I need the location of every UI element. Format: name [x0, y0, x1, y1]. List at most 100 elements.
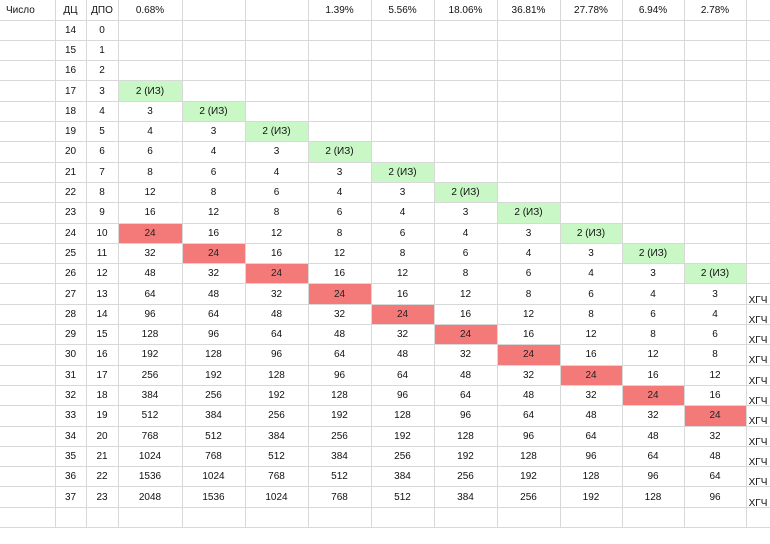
table-cell[interactable]: 256: [394, 450, 411, 462]
table-cell[interactable]: [0, 345, 55, 365]
table-cell[interactable]: [622, 162, 684, 182]
table-cell[interactable]: 8: [210, 187, 217, 199]
table-cell[interactable]: 192: [268, 390, 285, 402]
table-cell[interactable]: 12: [333, 247, 346, 259]
header-cell[interactable]: [182, 0, 245, 20]
dc-cell[interactable]: 21: [64, 166, 77, 178]
table-cell[interactable]: [434, 61, 497, 81]
dpo-cell[interactable]: 11: [96, 247, 108, 259]
table-cell[interactable]: 2 (ИЗ): [371, 162, 434, 183]
row-tag[interactable]: ХГЧ: [748, 416, 768, 428]
table-cell[interactable]: [497, 40, 560, 60]
table-cell[interactable]: 48: [647, 430, 659, 442]
table-cell[interactable]: 8: [712, 349, 718, 361]
table-cell[interactable]: 8: [273, 207, 280, 219]
table-cell[interactable]: 16: [647, 369, 659, 381]
table-cell[interactable]: [371, 40, 434, 60]
table-cell[interactable]: 2 (ИЗ): [434, 182, 497, 203]
dc-cell[interactable]: 18: [64, 105, 77, 117]
dc-cell[interactable]: 30: [64, 349, 77, 361]
row-tag[interactable]: ХГЧ: [748, 335, 768, 347]
table-cell[interactable]: 512: [394, 491, 411, 503]
table-cell[interactable]: [560, 142, 622, 162]
table-cell[interactable]: 256: [331, 430, 348, 442]
table-cell[interactable]: [308, 507, 371, 527]
table-cell[interactable]: 48: [585, 410, 597, 422]
table-cell[interactable]: [0, 203, 55, 223]
row-tag[interactable]: ХГЧ: [748, 477, 768, 489]
table-cell[interactable]: 128: [268, 369, 285, 381]
table-cell[interactable]: [308, 81, 371, 101]
table-cell[interactable]: 12: [144, 187, 156, 199]
table-cell[interactable]: [0, 406, 55, 426]
table-cell[interactable]: 16: [459, 308, 472, 320]
table-cell[interactable]: [0, 243, 55, 263]
dpo-cell[interactable]: 9: [99, 207, 105, 219]
table-cell[interactable]: 4: [210, 146, 217, 158]
table-cell[interactable]: 16: [522, 329, 535, 341]
dpo-cell[interactable]: 17: [96, 369, 108, 381]
header-cell[interactable]: 1.39%: [325, 4, 354, 16]
table-cell[interactable]: 4: [336, 187, 343, 199]
dpo-cell[interactable]: 1: [99, 44, 105, 56]
table-cell[interactable]: [434, 507, 497, 527]
dpo-cell[interactable]: 15: [96, 329, 108, 341]
table-cell[interactable]: 32: [709, 430, 721, 442]
table-cell[interactable]: [684, 507, 746, 527]
dc-cell[interactable]: 14: [64, 24, 77, 36]
table-cell[interactable]: 8: [147, 166, 153, 178]
row-tag[interactable]: [746, 107, 770, 127]
table-cell[interactable]: 6: [147, 146, 153, 158]
table-cell[interactable]: 24: [434, 324, 497, 345]
table-cell[interactable]: [560, 182, 622, 202]
table-cell[interactable]: 768: [205, 450, 222, 462]
dpo-cell[interactable]: 10: [96, 227, 108, 239]
row-tag[interactable]: [746, 513, 770, 533]
row-tag[interactable]: [746, 168, 770, 188]
table-cell[interactable]: 64: [522, 410, 535, 422]
table-cell[interactable]: 384: [141, 390, 159, 402]
table-cell[interactable]: [497, 507, 560, 527]
table-cell[interactable]: 2 (ИЗ): [684, 263, 746, 284]
table-cell[interactable]: [560, 203, 622, 223]
table-cell[interactable]: [245, 507, 308, 527]
table-cell[interactable]: 2 (ИЗ): [622, 243, 684, 264]
table-cell[interactable]: 128: [644, 491, 662, 503]
table-cell[interactable]: 4: [273, 166, 280, 178]
row-tag[interactable]: [746, 249, 770, 269]
dpo-cell[interactable]: 13: [96, 288, 108, 300]
row-tag[interactable]: [746, 270, 770, 290]
dc-cell[interactable]: 27: [64, 288, 77, 300]
dpo-cell[interactable]: 5: [99, 126, 105, 138]
table-cell[interactable]: 256: [520, 491, 537, 503]
table-cell[interactable]: 16: [333, 268, 346, 280]
table-cell[interactable]: 256: [457, 471, 474, 483]
dc-cell[interactable]: [55, 507, 86, 527]
table-cell[interactable]: 1536: [138, 471, 162, 483]
dc-cell[interactable]: 32: [64, 390, 77, 402]
header-cell[interactable]: 27.78%: [574, 4, 608, 16]
dc-cell[interactable]: 34: [64, 430, 77, 442]
table-cell[interactable]: [0, 426, 55, 446]
table-cell[interactable]: 1024: [265, 491, 288, 503]
table-cell[interactable]: 64: [207, 308, 220, 320]
table-cell[interactable]: [622, 81, 684, 101]
table-cell[interactable]: 24: [560, 365, 622, 386]
table-cell[interactable]: 96: [647, 471, 659, 483]
table-cell[interactable]: [497, 162, 560, 182]
table-cell[interactable]: [560, 122, 622, 142]
header-cell[interactable]: 5.56%: [388, 4, 417, 16]
table-cell[interactable]: 12: [459, 288, 472, 300]
table-cell[interactable]: 16: [207, 227, 220, 239]
table-cell[interactable]: 2 (ИЗ): [245, 121, 308, 142]
table-cell[interactable]: 32: [647, 410, 659, 422]
table-cell[interactable]: 768: [268, 471, 285, 483]
row-tag[interactable]: [746, 46, 770, 66]
table-cell[interactable]: [0, 507, 55, 527]
table-cell[interactable]: 8: [588, 308, 594, 320]
table-cell[interactable]: 96: [709, 491, 721, 503]
table-cell[interactable]: 64: [396, 369, 409, 381]
table-cell[interactable]: [434, 162, 497, 182]
table-cell[interactable]: 4: [712, 308, 718, 320]
table-cell[interactable]: 192: [205, 369, 222, 381]
